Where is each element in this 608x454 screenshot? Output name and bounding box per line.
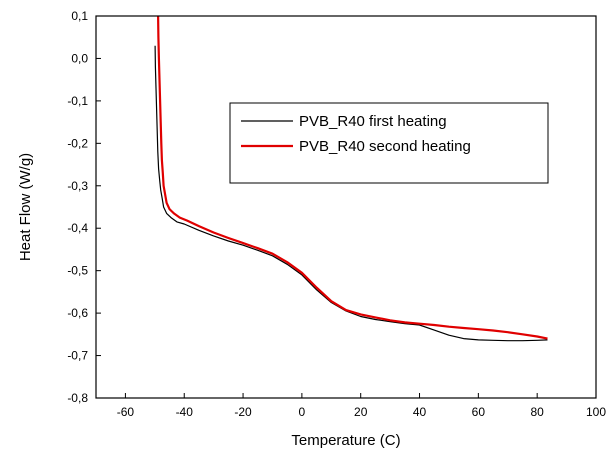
y-tick-label: -0,3 — [67, 179, 88, 193]
y-tick-label: -0,6 — [67, 306, 88, 320]
y-tick-label: -0,8 — [67, 391, 88, 405]
x-tick-label: 0 — [299, 405, 306, 419]
x-tick-label: 20 — [354, 405, 368, 419]
x-tick-label: -40 — [176, 405, 194, 419]
plot-background — [96, 16, 596, 398]
legend: PVB_R40 first heating PVB_R40 second hea… — [229, 102, 549, 184]
legend-label-first-heating: PVB_R40 first heating — [299, 113, 447, 130]
y-tick-label: -0,4 — [67, 221, 88, 235]
y-tick-label: -0,7 — [67, 349, 88, 363]
axis-ticks: -60 -40 -20 0 20 40 60 80 100 0,1 0,0 -0,1 -0,2 -0,3 -… — [67, 9, 606, 419]
x-axis-title: Temperature (C) — [291, 432, 400, 449]
series-line-first-heating — [154, 45, 548, 342]
y-tick-label: 0,0 — [71, 51, 88, 65]
plot-frame — [95, 15, 597, 399]
x-tick-label: 80 — [530, 405, 544, 419]
series-line-second-heating — [157, 15, 548, 340]
x-tick-label: 60 — [472, 405, 486, 419]
y-tick-label: -0,1 — [67, 94, 88, 108]
y-tick-label: -0,2 — [67, 136, 88, 150]
legend-label-second-heating: PVB_R40 second heating — [299, 138, 471, 155]
x-tick-label: 100 — [586, 405, 606, 419]
series-layer — [154, 15, 548, 342]
y-tick-label: -0,5 — [67, 264, 88, 278]
legend-box — [229, 102, 549, 184]
y-axis-title: Heat Flow (W/g) — [17, 153, 34, 261]
x-tick-label: -20 — [234, 405, 252, 419]
x-tick-label: 40 — [413, 405, 427, 419]
y-tick-label: 0,1 — [71, 9, 88, 23]
x-tick-label: -60 — [117, 405, 135, 419]
